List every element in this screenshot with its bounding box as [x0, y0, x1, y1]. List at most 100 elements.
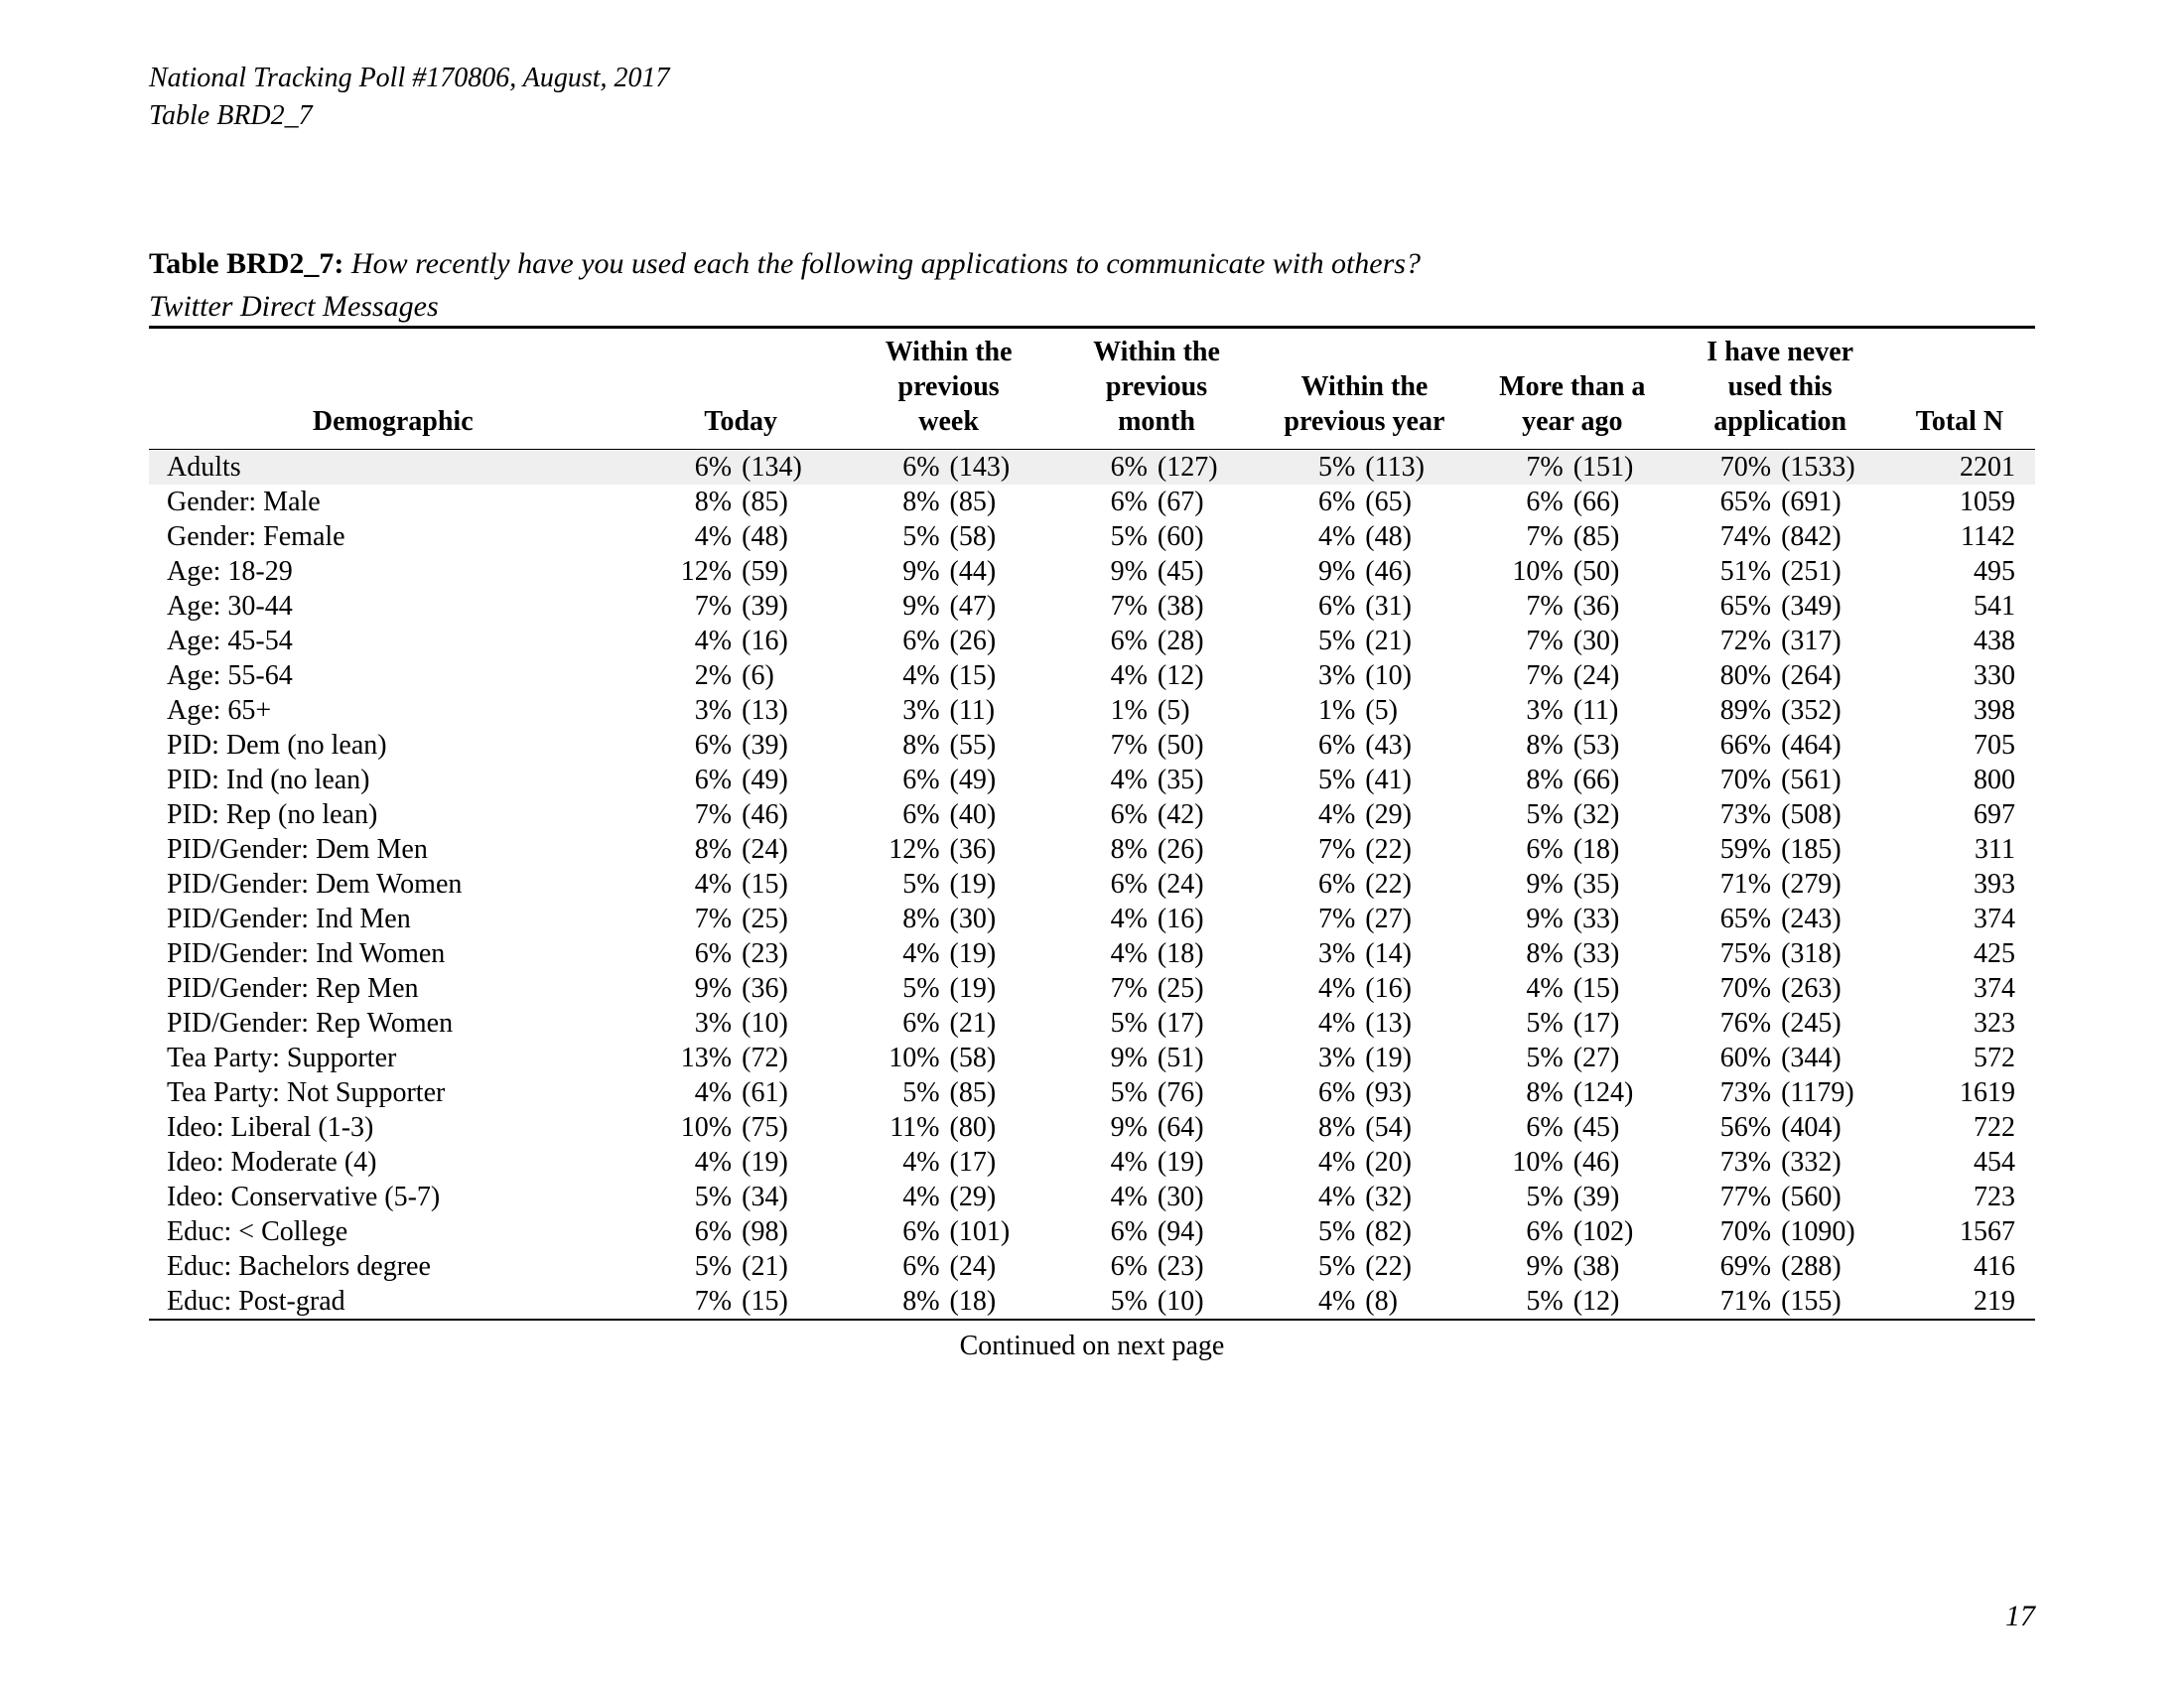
cell-percent: 10%: [1468, 1145, 1571, 1180]
cell-demographic: PID: Dem (no lean): [149, 728, 637, 763]
cell-percent: 1%: [1261, 693, 1364, 728]
cell-count: (10): [740, 1006, 845, 1041]
cell-percent: 9%: [637, 971, 741, 1006]
cell-percent: 3%: [637, 693, 741, 728]
table-row: PID/Gender: Rep Women3%(10)6%(21)5%(17)4…: [149, 1006, 2035, 1041]
table-label: Table BRD2_7:: [149, 247, 343, 280]
cell-count: (28): [1156, 624, 1261, 658]
cell-total-n: 800: [1884, 763, 2035, 797]
cell-percent: 73%: [1676, 1075, 1779, 1110]
cell-percent: 3%: [845, 693, 948, 728]
cell-percent: 6%: [845, 450, 948, 486]
cell-percent: 4%: [637, 1075, 741, 1110]
cell-count: (58): [948, 519, 1053, 554]
cell-percent: 7%: [1052, 971, 1156, 1006]
cell-percent: 4%: [1261, 1284, 1364, 1320]
cell-total-n: 323: [1884, 1006, 2035, 1041]
cell-count: (33): [1571, 902, 1677, 936]
table-row: Educ: < College6%(98)6%(101)6%(94)5%(82)…: [149, 1214, 2035, 1249]
cell-percent: 7%: [1468, 519, 1571, 554]
cell-total-n: 454: [1884, 1145, 2035, 1180]
table-row: Ideo: Liberal (1-3)10%(75)11%(80)9%(64)8…: [149, 1110, 2035, 1145]
cell-total-n: 398: [1884, 693, 2035, 728]
cell-count: (560): [1779, 1180, 1884, 1214]
cell-percent: 4%: [1052, 1145, 1156, 1180]
cell-percent: 70%: [1676, 763, 1779, 797]
cell-total-n: 438: [1884, 624, 2035, 658]
cell-count: (30): [948, 902, 1053, 936]
cell-count: (155): [1779, 1284, 1884, 1320]
cell-count: (18): [948, 1284, 1053, 1320]
cell-total-n: 697: [1884, 797, 2035, 832]
cell-count: (22): [1363, 1249, 1468, 1284]
cell-total-n: 374: [1884, 902, 2035, 936]
cell-count: (23): [740, 936, 845, 971]
cell-percent: 4%: [1261, 519, 1364, 554]
cell-demographic: Educ: Bachelors degree: [149, 1249, 637, 1284]
cell-percent: 5%: [1468, 1284, 1571, 1320]
cell-total-n: 1567: [1884, 1214, 2035, 1249]
cell-count: (16): [1156, 902, 1261, 936]
cell-count: (6): [740, 658, 845, 693]
cell-count: (42): [1156, 797, 1261, 832]
cell-total-n: 541: [1884, 589, 2035, 624]
cell-count: (13): [1363, 1006, 1468, 1041]
cell-count: (15): [740, 867, 845, 902]
cell-percent: 4%: [1261, 971, 1364, 1006]
cell-percent: 6%: [845, 797, 948, 832]
cell-demographic: Educ: Post-grad: [149, 1284, 637, 1320]
cell-count: (243): [1779, 902, 1884, 936]
table-row: Age: 65+3%(13)3%(11)1%(5)1%(5)3%(11)89%(…: [149, 693, 2035, 728]
cell-count: (10): [1363, 658, 1468, 693]
crosstab-table: Demographic Today Within the previous we…: [149, 326, 2035, 1321]
cell-percent: 6%: [845, 1249, 948, 1284]
cell-total-n: 416: [1884, 1249, 2035, 1284]
cell-count: (11): [1571, 693, 1677, 728]
cell-count: (80): [948, 1110, 1053, 1145]
cell-percent: 6%: [637, 936, 741, 971]
cell-percent: 4%: [1052, 936, 1156, 971]
cell-count: (263): [1779, 971, 1884, 1006]
cell-count: (17): [1156, 1006, 1261, 1041]
cell-percent: 73%: [1676, 797, 1779, 832]
cell-count: (19): [948, 971, 1053, 1006]
cell-count: (16): [740, 624, 845, 658]
cell-percent: 8%: [845, 902, 948, 936]
cell-percent: 65%: [1676, 485, 1779, 519]
cell-count: (36): [740, 971, 845, 1006]
cell-count: (349): [1779, 589, 1884, 624]
table-row: Age: 30-447%(39)9%(47)7%(38)6%(31)7%(36)…: [149, 589, 2035, 624]
cell-count: (19): [1156, 1145, 1261, 1180]
table-row: Educ: Bachelors degree5%(21)6%(24)6%(23)…: [149, 1249, 2035, 1284]
cell-percent: 4%: [1052, 1180, 1156, 1214]
cell-count: (16): [1363, 971, 1468, 1006]
cell-percent: 7%: [1052, 728, 1156, 763]
cell-total-n: 1142: [1884, 519, 2035, 554]
cell-count: (25): [740, 902, 845, 936]
cell-count: (27): [1363, 902, 1468, 936]
cell-percent: 6%: [1052, 1249, 1156, 1284]
cell-percent: 6%: [1052, 485, 1156, 519]
cell-percent: 9%: [1468, 1249, 1571, 1284]
cell-count: (34): [740, 1180, 845, 1214]
cell-percent: 5%: [637, 1249, 741, 1284]
cell-total-n: 705: [1884, 728, 2035, 763]
cell-percent: 7%: [637, 589, 741, 624]
table-row: Age: 45-544%(16)6%(26)6%(28)5%(21)7%(30)…: [149, 624, 2035, 658]
cell-count: (17): [1571, 1006, 1677, 1041]
cell-percent: 4%: [1261, 797, 1364, 832]
cell-percent: 76%: [1676, 1006, 1779, 1041]
table-subtitle: Twitter Direct Messages: [149, 290, 2035, 324]
cell-count: (48): [1363, 519, 1468, 554]
cell-count: (36): [948, 832, 1053, 867]
cell-count: (48): [740, 519, 845, 554]
cell-count: (50): [1571, 554, 1677, 589]
cell-count: (1533): [1779, 450, 1884, 486]
cell-count: (45): [1571, 1110, 1677, 1145]
cell-percent: 6%: [1468, 485, 1571, 519]
cell-count: (41): [1363, 763, 1468, 797]
cell-percent: 4%: [845, 1145, 948, 1180]
cell-percent: 4%: [637, 624, 741, 658]
cell-count: (85): [948, 1075, 1053, 1110]
cell-count: (5): [1156, 693, 1261, 728]
